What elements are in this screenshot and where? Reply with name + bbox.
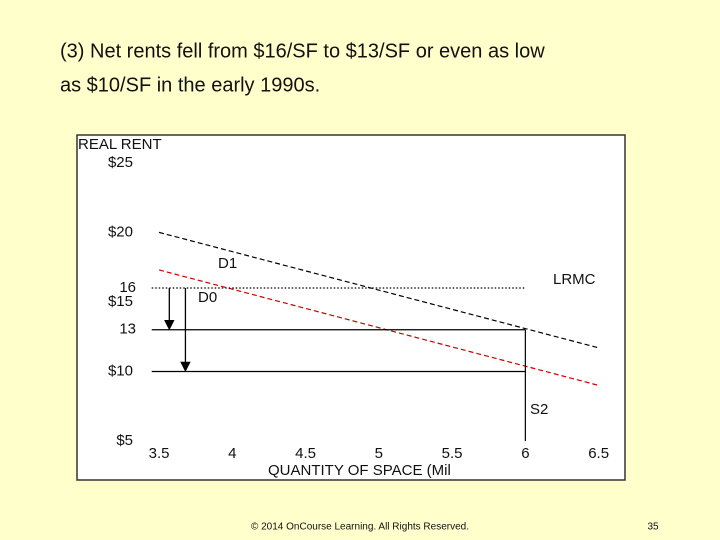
x-axis-title: QUANTITY OF SPACE (Mil — [268, 462, 451, 479]
y-tick-label: 16 — [119, 279, 136, 296]
slide-title: (3) Net rents fell from $16/SF to $13/SF… — [60, 40, 545, 62]
x-tick-label: 4.5 — [295, 445, 316, 462]
footer: © 2014 OnCourse Learning. All Rights Res… — [251, 522, 469, 533]
slide-title: as $10/SF in the early 1990s. — [60, 74, 320, 96]
series-label: LRMC — [553, 271, 596, 288]
y-tick-label: $25 — [108, 154, 133, 171]
series-line — [158, 231, 599, 349]
series-label: S2 — [530, 401, 548, 418]
x-tick-label: 6.5 — [588, 445, 609, 462]
y-tick-label: 13 — [119, 321, 136, 338]
x-tick-label: 6 — [521, 445, 529, 462]
x-tick-label: 5 — [375, 445, 383, 462]
x-tick-label: 4 — [228, 445, 236, 462]
x-tick-label: 3.5 — [149, 445, 170, 462]
y-tick-label: $10 — [108, 362, 133, 379]
series-label: D0 — [198, 289, 217, 306]
y-tick-label: $5 — [116, 432, 133, 449]
x-tick-label: 5.5 — [442, 445, 463, 462]
y-tick-label: $15 — [108, 293, 133, 310]
y-tick-label: $20 — [108, 223, 133, 240]
y-axis-title: REAL RENT — [78, 136, 162, 153]
series-label: D1 — [218, 255, 237, 272]
chart-frame — [76, 134, 626, 481]
page-number: 35 — [647, 522, 659, 533]
